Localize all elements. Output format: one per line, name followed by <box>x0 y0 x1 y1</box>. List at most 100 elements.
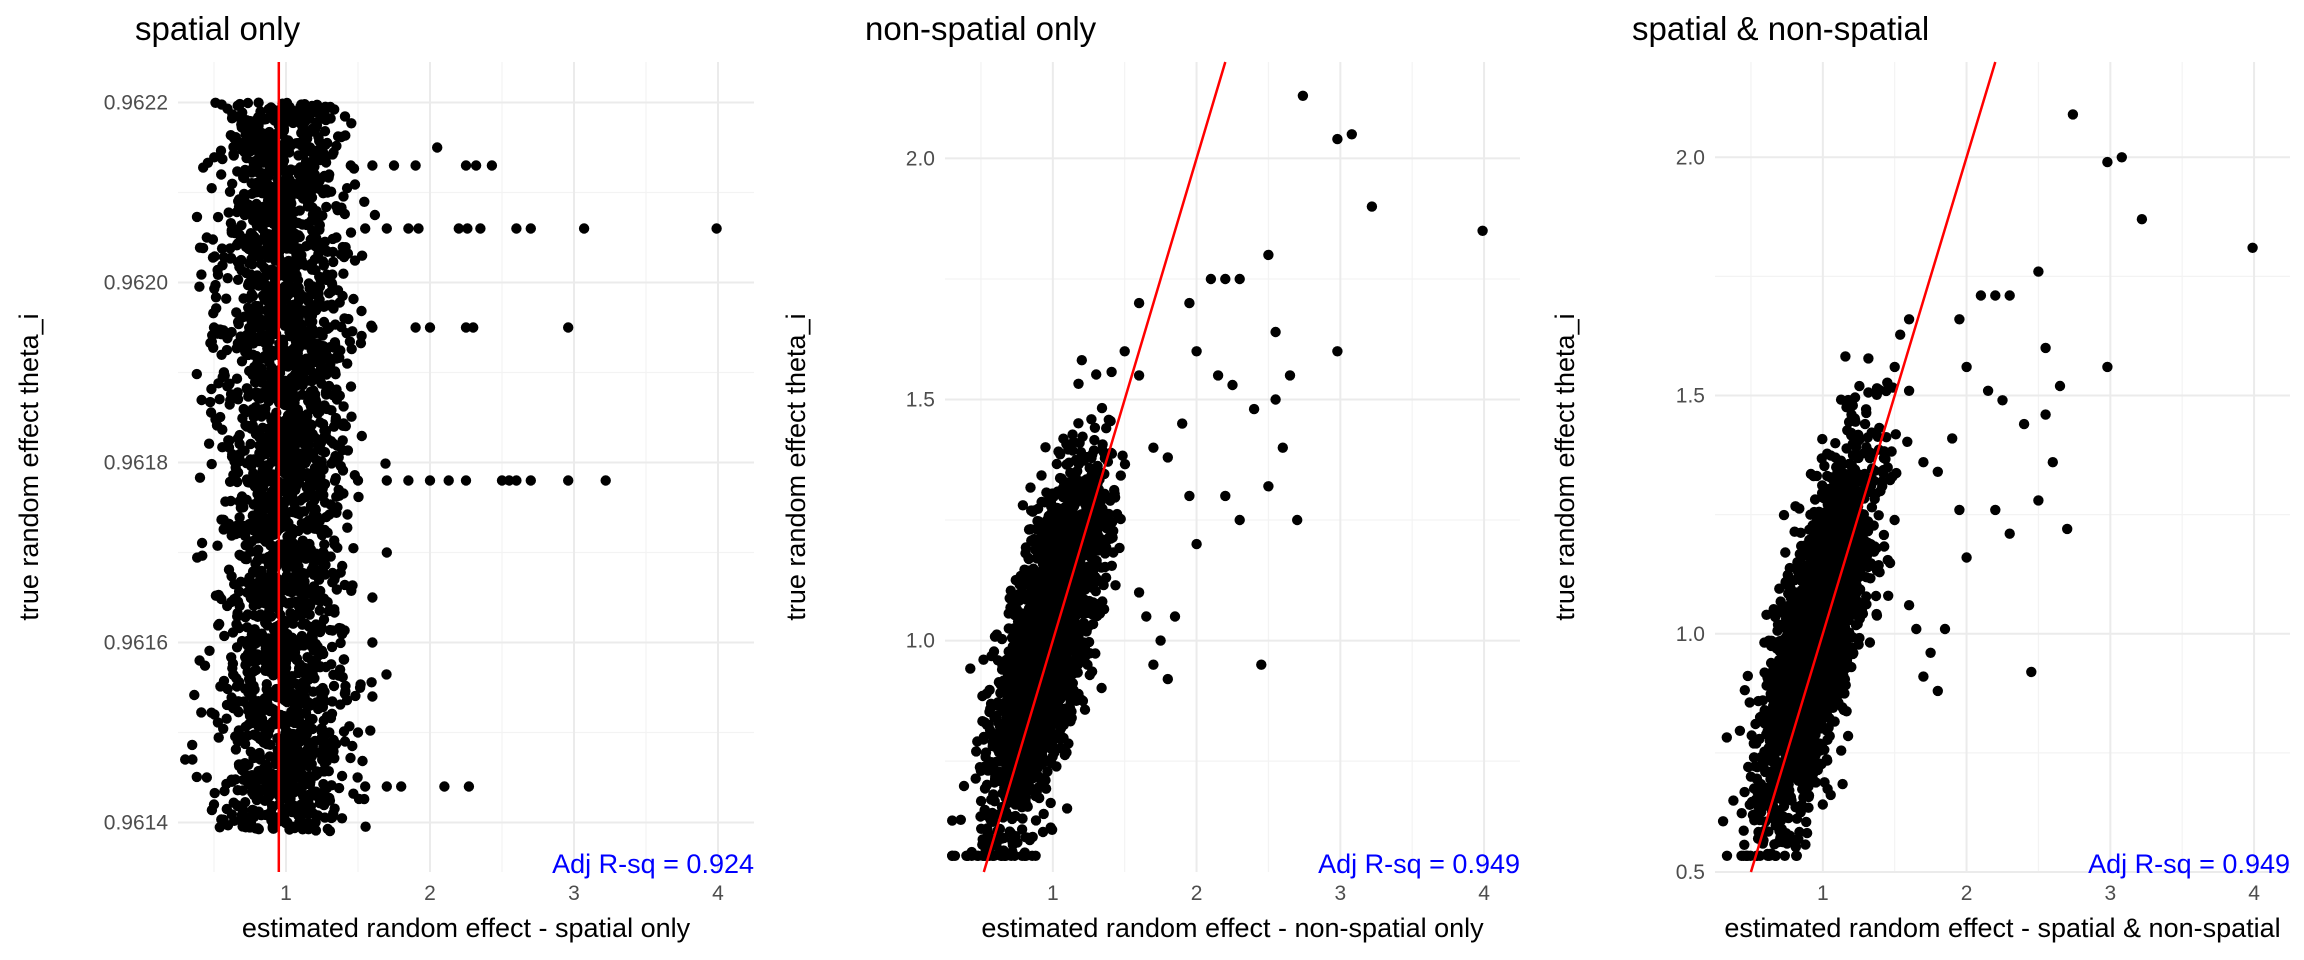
data-point <box>360 781 371 792</box>
data-point <box>326 405 337 416</box>
data-point <box>338 401 349 412</box>
data-point <box>314 375 326 386</box>
data-point <box>259 282 271 293</box>
data-point <box>330 450 341 462</box>
data-point <box>231 307 242 318</box>
data-point <box>246 629 258 640</box>
data-point <box>239 738 251 750</box>
data-point <box>254 388 266 399</box>
data-point <box>296 140 307 151</box>
data-point <box>232 274 244 285</box>
data-point <box>332 501 343 513</box>
data-point <box>208 799 220 810</box>
data-point <box>381 475 392 486</box>
data-point <box>432 142 443 153</box>
data-point <box>1106 560 1118 571</box>
data-point <box>208 322 220 333</box>
data-point <box>338 726 350 737</box>
data-point <box>336 813 348 824</box>
data-point <box>245 438 256 450</box>
data-point <box>194 281 205 292</box>
data-point <box>328 734 339 746</box>
data-point <box>234 448 246 460</box>
data-point <box>233 622 245 634</box>
y-tick-label: 0.9616 <box>104 632 168 655</box>
data-point <box>310 305 322 316</box>
data-point <box>255 609 266 620</box>
data-point <box>286 312 298 323</box>
data-point <box>359 793 370 805</box>
data-point <box>295 101 306 112</box>
data-point <box>226 809 238 820</box>
data-point <box>310 265 321 276</box>
y-axis-title: true random effect theta_i <box>14 313 44 620</box>
data-point <box>236 491 248 502</box>
data-point <box>325 113 336 124</box>
data-point <box>310 825 322 836</box>
data-point <box>226 596 237 608</box>
data-point <box>196 537 208 549</box>
data-point <box>307 339 318 351</box>
data-point <box>327 567 338 579</box>
data-point <box>324 509 335 520</box>
data-point <box>246 717 258 729</box>
data-point <box>965 663 976 674</box>
data-point <box>242 666 253 678</box>
data-point <box>1019 847 1030 858</box>
data-point <box>1053 718 1065 730</box>
data-point <box>212 717 224 728</box>
data-point <box>212 264 223 276</box>
data-point <box>947 815 958 826</box>
data-point <box>246 423 257 434</box>
data-point <box>348 788 359 799</box>
data-point <box>356 250 368 261</box>
data-point <box>223 564 235 575</box>
data-point <box>267 469 279 480</box>
data-point <box>229 579 240 590</box>
data-point <box>324 624 336 636</box>
data-point <box>254 111 265 122</box>
data-point <box>335 699 346 710</box>
data-point <box>318 648 329 660</box>
data-point <box>324 322 335 333</box>
data-point <box>191 771 202 783</box>
data-point <box>187 739 198 751</box>
data-point <box>360 821 371 832</box>
data-point <box>206 183 217 194</box>
data-point <box>293 707 304 718</box>
data-point <box>263 503 274 514</box>
data-point <box>321 201 332 213</box>
data-point <box>279 320 291 331</box>
data-point <box>355 679 366 690</box>
data-point <box>322 823 333 835</box>
data-point <box>563 475 574 486</box>
data-point <box>285 607 296 619</box>
data-point <box>1110 580 1121 591</box>
y-tick-label: 0.9620 <box>104 272 168 295</box>
data-point <box>1038 808 1049 820</box>
data-point <box>242 97 254 109</box>
data-point <box>243 277 255 289</box>
data-point <box>331 140 342 152</box>
data-point <box>253 495 264 507</box>
data-point <box>365 725 376 736</box>
data-point <box>278 125 290 136</box>
data-point <box>196 707 207 718</box>
x-tick-label: 1 <box>280 882 292 905</box>
data-point <box>1034 792 1045 804</box>
data-point <box>511 475 522 486</box>
data-point <box>1077 431 1088 442</box>
data-point <box>342 358 353 369</box>
data-point <box>462 223 473 234</box>
data-point <box>339 313 350 324</box>
data-point <box>231 373 243 384</box>
data-point <box>356 430 367 442</box>
data-point <box>328 256 339 268</box>
data-point <box>267 821 279 832</box>
data-point <box>366 677 377 688</box>
data-point <box>314 605 325 616</box>
data-point <box>413 223 424 234</box>
data-point <box>287 597 298 608</box>
data-point <box>224 435 235 446</box>
